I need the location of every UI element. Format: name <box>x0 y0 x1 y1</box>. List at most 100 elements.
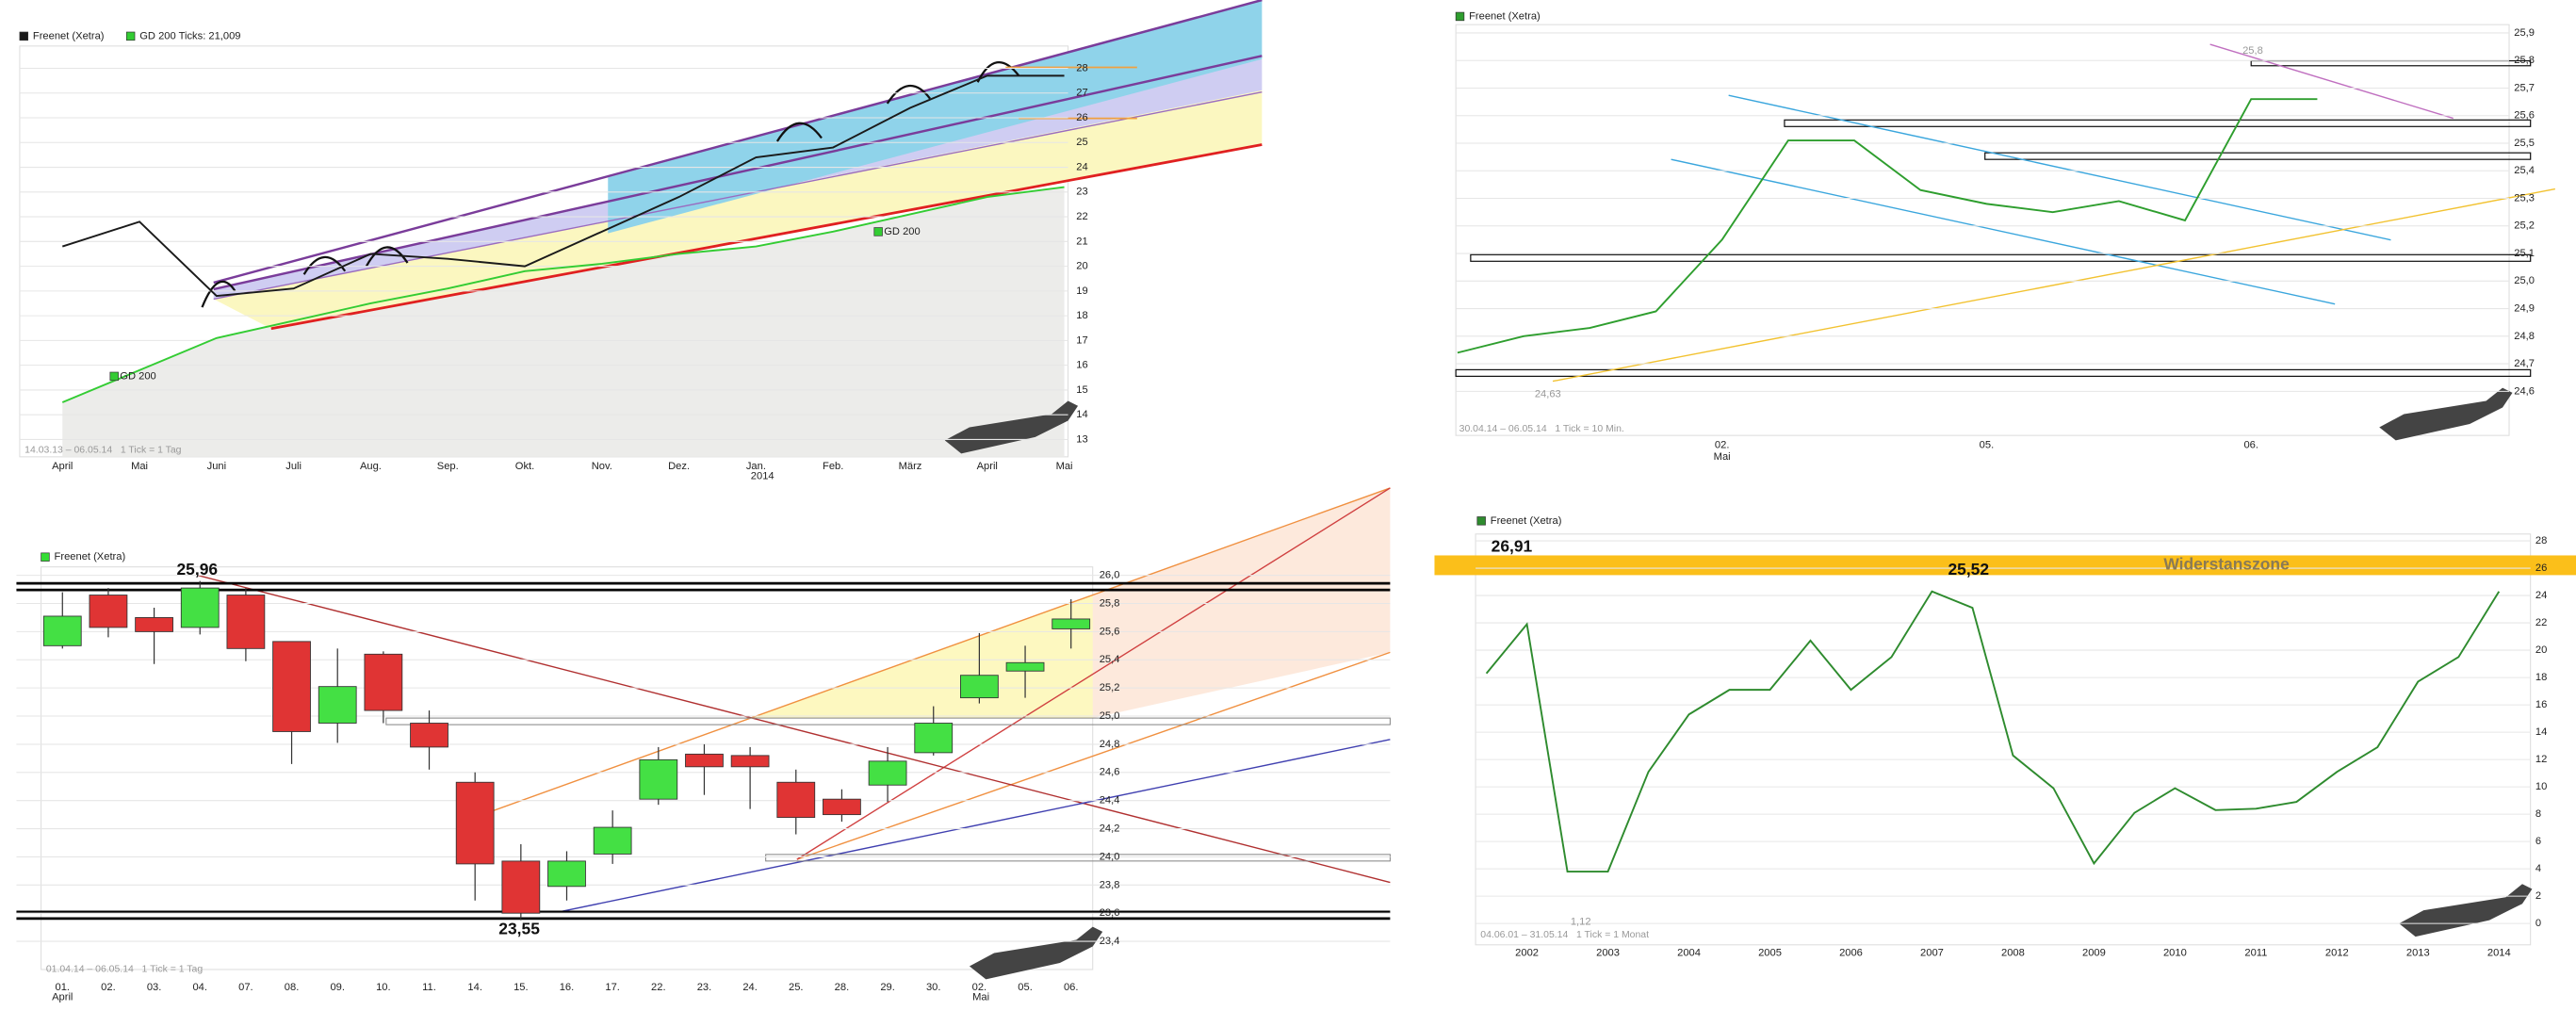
y-tick-label: 18 <box>2535 672 2547 683</box>
candle-body <box>868 760 907 786</box>
plot-frame <box>1475 533 2532 946</box>
x-tick-label: 24. <box>742 982 758 993</box>
x-tick-label: 25. <box>789 982 804 993</box>
x-tick-label: 17. <box>605 982 620 993</box>
x-tick-label: April <box>52 461 73 472</box>
level-box <box>1470 253 2532 262</box>
x-tick-label: März <box>899 461 922 472</box>
candle-body <box>776 781 816 819</box>
plot-frame <box>1455 24 2510 436</box>
candle-body <box>501 860 541 914</box>
candle-body <box>730 755 770 768</box>
price-line <box>1457 98 2318 354</box>
y-tick-label: 18 <box>1076 310 1087 321</box>
x-tick-label: 2006 <box>1839 947 1863 958</box>
legend-swatch <box>1455 11 1465 22</box>
y-tick-label: 20 <box>1076 261 1087 272</box>
x-tick-label: 2003 <box>1596 947 1620 958</box>
trend-line <box>213 90 1263 301</box>
y-tick-label: 25 <box>1076 137 1087 148</box>
candle-body <box>639 758 678 800</box>
trend-channels <box>201 0 1263 331</box>
y-tick-label: 25,5 <box>2514 138 2535 149</box>
y-tick-label: 25,6 <box>1100 626 1120 637</box>
y-tick-label: 23,4 <box>1100 936 1120 947</box>
candle-body <box>272 641 311 732</box>
price-line <box>61 186 1065 403</box>
y-tick-label: 24,8 <box>2514 331 2535 342</box>
x-tick-label: Jan. <box>746 461 766 472</box>
annotation: 25,52 <box>1948 560 1989 579</box>
x-tick-label: 28. <box>835 982 850 993</box>
trend-line <box>1671 158 2336 305</box>
footnote: 01.04.14 – 06.05.14 1 Tick = 1 Tag <box>46 965 203 975</box>
arc-pattern <box>201 60 1020 308</box>
candle-body <box>1052 618 1091 629</box>
x-tick-label: 10. <box>376 982 391 993</box>
x-tick-label: 2012 <box>2325 947 2349 958</box>
y-tick-label: 25,8 <box>2514 55 2535 66</box>
x-tick-label: 14. <box>467 982 482 993</box>
y-tick-label: 26,0 <box>1100 570 1120 581</box>
trend-line <box>558 739 1391 913</box>
footnote: 14.03.13 – 06.05.14 1 Tick = 1 Tag <box>24 446 181 456</box>
y-tick-label: 25,6 <box>2514 110 2535 122</box>
y-tick-label: 25,4 <box>2514 165 2535 176</box>
y-tick-label: 24 <box>2535 590 2547 601</box>
y-tick-label: 14 <box>1076 409 1087 420</box>
candle-body <box>914 723 954 754</box>
candle-body <box>685 753 724 768</box>
y-tick-label: 6 <box>2535 836 2541 847</box>
y-tick-label: 27 <box>1076 88 1087 99</box>
level-box <box>765 854 1391 862</box>
y-tick-label: 21 <box>1076 236 1087 247</box>
legend-label: GD 200 Ticks: 21,009 <box>139 30 240 41</box>
candle-body <box>455 781 495 865</box>
ship-logo <box>944 400 1079 454</box>
x-tick-label: 30. <box>926 982 941 993</box>
candle-body <box>593 826 632 855</box>
y-tick-label: 25,2 <box>1100 682 1120 693</box>
annotation: 25,96 <box>176 560 218 579</box>
annotation: 26,91 <box>1492 536 1533 555</box>
x-tick-label: 02. <box>1715 440 1730 451</box>
legend-label: Freenet (Xetra) <box>1491 515 1562 527</box>
y-tick-label: 25,2 <box>2514 220 2535 232</box>
price-line <box>1485 590 2501 873</box>
y-tick-label: 24,9 <box>2514 303 2535 315</box>
y-tick-label: 14 <box>2535 726 2547 738</box>
ship-logo <box>2379 387 2513 441</box>
level-box <box>385 717 1391 725</box>
annotation: 23,55 <box>498 920 540 938</box>
x-tick-label: 04. <box>192 982 207 993</box>
footnote: 04.06.01 – 31.05.14 1 Tick = 1 Monat <box>1480 930 1649 940</box>
price-line <box>61 74 1065 298</box>
trend-line <box>1728 94 2391 241</box>
x-tick-label: 23. <box>697 982 712 993</box>
y-tick-label: 19 <box>1076 285 1087 297</box>
y-tick-label: 24,7 <box>2514 358 2535 369</box>
x-tick-label: 15. <box>514 982 529 993</box>
annotation: 25,8 <box>2242 45 2263 57</box>
annotation: GD 200 <box>120 370 155 382</box>
x-tick-label: Mai <box>1056 461 1073 472</box>
x-tick-label: 2004 <box>1677 947 1701 958</box>
x-tick-label: 01. <box>56 982 71 993</box>
annotation: Mai <box>1714 451 1731 463</box>
level-box <box>1455 368 2532 377</box>
y-tick-label: 28 <box>1076 62 1087 73</box>
y-tick-label: 24,6 <box>2514 385 2535 397</box>
x-tick-label: 2005 <box>1758 947 1782 958</box>
x-tick-label: 2013 <box>2406 947 2430 958</box>
x-tick-label: 2007 <box>1920 947 1944 958</box>
x-tick-label: 2008 <box>2001 947 2025 958</box>
annotation: 24,63 <box>1535 389 1561 400</box>
x-tick-label: Feb. <box>823 461 843 472</box>
candle-body <box>823 798 861 816</box>
annotation-swatch <box>109 371 119 382</box>
y-tick-label: 25,7 <box>2514 82 2535 93</box>
x-tick-label: 29. <box>880 982 895 993</box>
annotation: GD 200 <box>884 226 920 237</box>
y-tick-label: 25,9 <box>2514 27 2535 39</box>
y-tick-label: 25,0 <box>1100 710 1120 722</box>
